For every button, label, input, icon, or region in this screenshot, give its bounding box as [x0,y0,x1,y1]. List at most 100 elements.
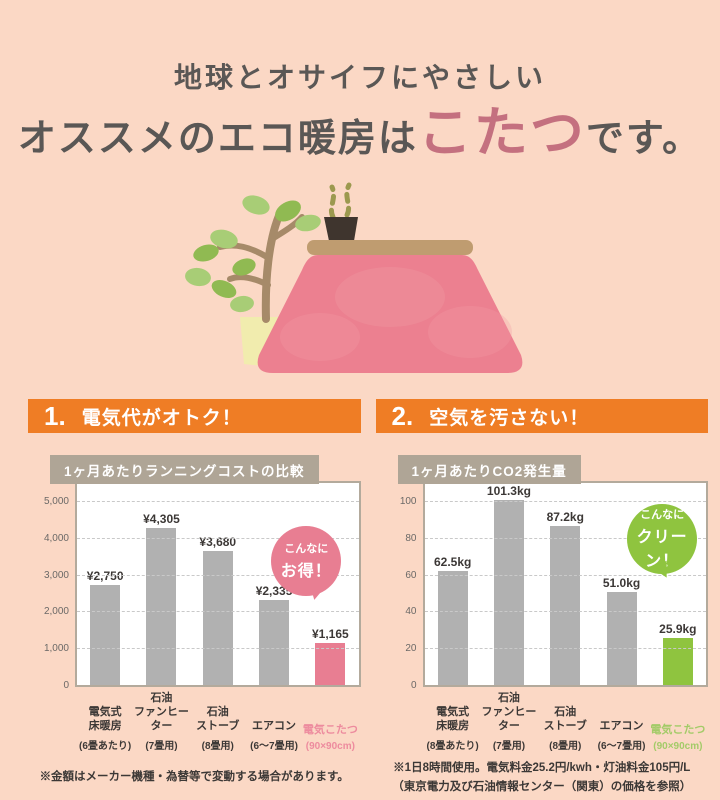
category-label: 電気こたつ (90×90cm) [302,692,358,752]
category-label: 電気式 床暖房 (6畳あたり) [77,692,133,752]
kotatsu-blanket [257,255,523,374]
sections-row: 1. 電気代がオトク！ 1ヶ月あたりランニングコストの比較 (円)1,0002,… [0,399,720,797]
y-axis-tick-label: 1,000 [43,642,69,654]
bar-value-label: ¥2,750 [86,568,124,583]
bar-slot: 51.0kg [593,576,649,686]
section-co2-number: 2. [391,400,414,431]
bar-value-label: 62.5kg [433,555,472,570]
clean-badge: こんなに クリーン！ [627,503,698,588]
savings-badge: こんなに お得！ [271,525,342,610]
bar-value-label: 101.3kg [486,484,531,499]
page-subtitle: 地球とオサイフにやさしい [173,63,546,94]
y-axis-tick-label: 60 [405,569,417,581]
bar-value-label: ¥1,165 [311,626,349,641]
bar-value-label: 87.2kg [546,509,584,524]
bar [493,500,524,686]
category-label: 石油 ファンヒーター (7畳用) [133,692,189,751]
section-cost-heading: 電気代がオトク！ [81,407,242,429]
bar [606,592,637,686]
co2-chart-title: 1ヶ月あたりCO2発生量 [397,455,581,485]
category-name: 電気こたつ [650,723,706,736]
steam-icon [328,182,352,220]
gridline [424,611,706,613]
category-spec: (8畳用) [201,740,234,752]
gridline [424,574,706,576]
clean-badge-line1: こんなに [640,509,685,522]
category-name: 石油 ストーブ [543,706,587,732]
category-name: 電気こたつ [302,723,358,736]
page-title: オススメのエコ暖房はこたつです。 [0,103,720,163]
category-name: 電気式 床暖房 [436,706,470,732]
section-cost: 1. 電気代がオトク！ 1ヶ月あたりランニングコストの比較 (円)1,0002,… [28,399,361,797]
note-line: （東京電力及び石油情報センター（関東）の価格を参照） [392,781,692,794]
savings-badge-line1: こんなに [284,543,329,556]
category-spec: (7畳用) [492,740,526,752]
section-co2-heading: 空気を汚さない！ [429,407,590,429]
gridline [77,611,359,613]
y-axis-tick-label: 100 [399,496,417,508]
gridline [77,647,359,649]
category-label: 石油 ストーブ (8畳用) [190,692,246,752]
page-title-prefix: オススメのエコ暖房は [17,118,418,160]
gridline [77,538,359,539]
note-line: ※1日8時間使用。電気料金25.2円/kwh・灯油料金105円/L [393,761,691,774]
category-label: 電気式 床暖房 (8畳あたり) [425,692,481,752]
y-axis-tick-label: 40 [405,606,417,618]
highlight-bar [662,638,693,686]
category-spec: (6～7畳用) [250,740,298,752]
gridline [424,538,706,539]
bar-slot: ¥1,165 [302,627,358,686]
bar [437,571,468,686]
bar [146,527,177,686]
gridline [424,501,706,503]
bar [202,550,233,686]
cost-note: ※金額はメーカー機種・為替等で変動する場合があります。 [28,768,361,788]
cost-chart-bars: ¥2,750 ¥4,305 ¥3,680 ¥2,335 ¥1,165 [77,483,359,686]
clean-badge-line2: クリーン！ [636,529,688,571]
co2-chart-plot: 62.5kg 101.3kg 87.2kg 51.0kg 25.9kg こんなに クリー… [422,481,708,688]
teacup-icon [324,217,358,245]
bar-value-label: ¥4,305 [143,511,180,526]
category-name: 石油 ファンヒーター [133,692,189,732]
gridline [424,647,706,649]
kotatsu-tabletop [307,240,473,256]
bar-slot: ¥2,750 [77,569,133,686]
y-axis-zero-label: 0 [410,680,417,692]
bar [90,584,121,686]
highlight-bar [315,642,346,686]
category-label: 電気こたつ (90×90cm) [650,692,706,752]
bar-value-label: 25.9kg [659,622,697,636]
bar-slot: ¥2,335 [246,584,302,686]
kotatsu-scene-svg [185,182,523,374]
bar-value-label: ¥3,680 [199,534,237,549]
category-name: エアコン [252,719,297,732]
category-label: 石油 ストーブ (8畳用) [537,692,593,752]
category-spec: (90×90cm) [653,740,703,752]
bar [550,525,581,686]
category-spec: (7畳用) [145,740,178,752]
category-label: 石油 ファンヒーター (7畳用) [481,692,537,751]
bar-value-label: 51.0kg [602,576,641,591]
category-name: エアコン [599,719,644,732]
y-axis-zero-label: 0 [63,680,69,692]
kotatsu-illustration [140,177,580,387]
cost-chart-card: 1ヶ月あたりランニングコストの比較 (円)1,0002,0003,0004,00… [28,455,361,752]
category-spec: (90×90cm) [305,740,355,752]
bar-slot: 25.9kg [650,622,706,686]
category-name: 石油 ファンヒーター [481,692,537,732]
bar-slot: 101.3kg [481,484,537,686]
gridline [77,574,359,576]
category-name: 石油 ストーブ [196,706,240,732]
category-name: 電気式 床暖房 [88,706,122,732]
y-axis-tick-label: 4,000 [43,533,69,544]
page-title-suffix: です。 [585,118,703,160]
cost-chart-plot: ¥2,750 ¥4,305 ¥3,680 ¥2,335 ¥1,165 こんなに お得！ [75,481,361,688]
co2-chart-categories: 電気式 床暖房 (8畳あたり) 石油 ファンヒーター (7畳用) 石油 ストーブ (8畳用… [425,692,707,751]
section-co2: 2. 空気を汚さない！ 1ヶ月あたりCO2発生量 (kg)20406080100… [375,399,708,797]
category-spec: (6～7畳用) [597,740,646,752]
